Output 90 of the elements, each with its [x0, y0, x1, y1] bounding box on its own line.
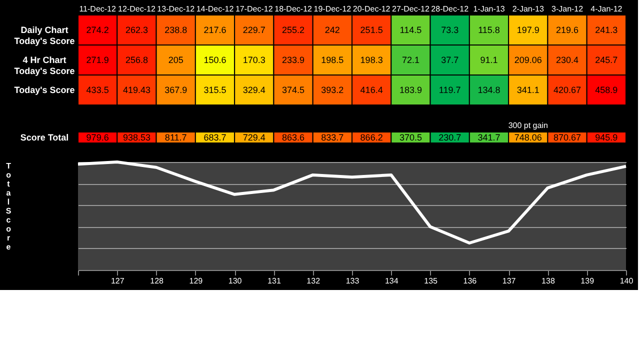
x-tick-label: 139: [580, 276, 595, 286]
data-label: 229.7: [242, 25, 266, 35]
data-label: 230.4: [556, 55, 579, 65]
data-label: 217.6: [204, 25, 226, 35]
x-tick-label: 129: [189, 276, 204, 286]
data-label: 230.7: [438, 132, 462, 142]
x-tick-label: 133: [346, 276, 360, 286]
x-tick-label: 132: [306, 276, 321, 286]
data-label: 134.8: [478, 85, 500, 95]
data-label: 341.1: [516, 85, 540, 95]
data-label: 458.9: [595, 85, 618, 95]
text: Total Score: [6, 162, 12, 252]
x-tick-label: 137: [502, 276, 516, 286]
data-label: 329.4: [242, 85, 266, 95]
x-tick-label: 128: [150, 276, 164, 286]
data-label: 119.7: [438, 85, 461, 95]
data-label: 233.9: [282, 55, 305, 65]
data-label: 242: [324, 25, 340, 35]
y-tick-label: Daily Chart Today's Score: [14, 25, 75, 46]
data-label: 238.8: [164, 25, 188, 35]
x-tick-label: 14-Dec-12: [196, 4, 234, 14]
data-label: 72.1: [402, 55, 420, 65]
y-tick-label: Today's Score: [14, 85, 75, 95]
data-label: 870.67: [554, 132, 582, 142]
x-tick-label: 12-Dec-12: [118, 4, 156, 14]
data-label: 811.7: [164, 132, 187, 142]
data-label: 197.9: [516, 25, 540, 35]
data-label: 374.5: [282, 85, 305, 95]
data-label: 341.7: [478, 132, 500, 142]
data-label: 833.7: [321, 132, 344, 142]
data-label: 241.3: [595, 25, 618, 35]
data-label: 416.4: [360, 85, 383, 95]
x-tick-label: 131: [268, 276, 282, 286]
data-label: 420.67: [554, 85, 582, 95]
x-tick-label: 3-Jan-12: [551, 4, 584, 14]
data-label: 262.3: [125, 25, 148, 35]
data-label: 170.3: [242, 55, 266, 65]
data-label: 748.06: [514, 132, 542, 142]
x-tick-label: 4-Jan-12: [590, 4, 623, 14]
x-tick-label: 135: [424, 276, 438, 286]
x-tick-label: 19-Dec-12: [314, 4, 352, 14]
x-tick-label: 130: [228, 276, 242, 286]
data-label: 256.8: [125, 55, 148, 65]
data-label: 255.2: [282, 25, 305, 35]
x-tick-label: 28-Dec-12: [431, 4, 470, 14]
data-label: 945.9: [595, 132, 618, 142]
data-label: 209.06: [514, 55, 542, 65]
data-label: 863.6: [282, 132, 305, 142]
x-tick-label: 140: [620, 276, 634, 286]
data-label: 114.5: [400, 25, 422, 35]
data-label: 183.9: [399, 85, 422, 95]
x-tick-label: 2-Jan-13: [512, 4, 544, 14]
x-tick-label: 17-Dec-12: [235, 4, 274, 14]
data-label: 37.7: [441, 55, 459, 65]
data-label: 866.2: [360, 132, 383, 142]
data-label: 938.53: [122, 132, 150, 142]
data-label: 274.2: [86, 25, 109, 35]
data-label: 198.3: [360, 55, 383, 65]
x-tick-label: 136: [463, 276, 478, 286]
data-label: 271.9: [86, 55, 109, 65]
data-label: 315.5: [204, 85, 226, 95]
data-label: 219.6: [556, 25, 579, 35]
data-label: 205: [168, 55, 184, 65]
data-label: 91.1: [480, 55, 498, 65]
x-tick-label: 1-Jan-13: [473, 4, 506, 14]
data-label: 433.5: [86, 85, 109, 95]
data-label: 198.5: [321, 55, 344, 65]
x-tick-label: 127: [110, 276, 125, 286]
y-tick-label: 4 Hr Chart Today's Score: [14, 55, 75, 76]
x-tick-label: 27-Dec-12: [392, 4, 430, 14]
data-label: 150.6: [204, 55, 226, 65]
data-label: 393.2: [321, 85, 344, 95]
data-label: 73.3: [441, 25, 459, 35]
x-tick-label: 18-Dec-12: [274, 4, 313, 14]
x-tick-label: 134: [384, 276, 399, 286]
annotation: 300 pt gain: [508, 121, 548, 130]
data-label: 370.5: [399, 132, 422, 142]
data-label: 419.43: [122, 85, 150, 95]
x-tick-label: 11-Dec-12: [79, 4, 116, 14]
data-label: 251.5: [360, 25, 383, 35]
data-label: 979.6: [86, 132, 109, 142]
x-tick-label: 20-Dec-12: [352, 4, 391, 14]
data-label: 115.8: [478, 25, 500, 35]
data-label: 367.9: [164, 85, 188, 95]
y-tick-label: Score Total: [20, 132, 69, 142]
data-label: 683.7: [204, 132, 226, 142]
x-tick-label: 138: [542, 276, 556, 286]
x-tick-label: 13-Dec-12: [157, 4, 196, 14]
data-label: 245.7: [595, 55, 618, 65]
data-label: 729.4: [242, 132, 266, 142]
